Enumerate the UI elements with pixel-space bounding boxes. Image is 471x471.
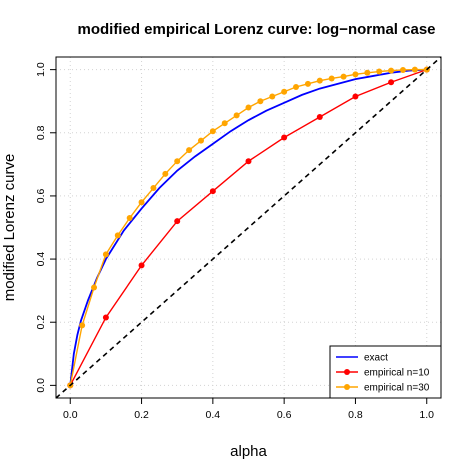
- empirical-n-30-point: [257, 98, 264, 105]
- empirical-n-10-point: [138, 262, 145, 269]
- y-tick-label: 0.6: [35, 188, 47, 203]
- empirical-n-30-point: [293, 83, 300, 90]
- x-tick-label: 0.4: [206, 409, 221, 421]
- empirical-n-30-point: [281, 88, 288, 95]
- legend-marker-empirical-n-30: [344, 384, 350, 390]
- x-tick-label: 0.2: [134, 409, 149, 421]
- empirical-n-30-point: [126, 215, 133, 222]
- y-tick-label: 0.2: [35, 315, 47, 330]
- empirical-n-30-point: [150, 185, 157, 192]
- empirical-n-30-point: [79, 322, 86, 329]
- y-tick-label: 1.0: [35, 62, 47, 77]
- empirical-n-30-point: [233, 112, 240, 119]
- empirical-n-30-point: [91, 284, 98, 291]
- reference-diagonal-line: [55, 56, 442, 399]
- x-tick-label: 1.0: [419, 409, 434, 421]
- chart-title: modified empirical Lorenz curve: log−nor…: [77, 21, 435, 38]
- empirical-n-30-point: [162, 170, 169, 177]
- x-tick-label: 0.8: [348, 409, 363, 421]
- empirical-n-10-point: [245, 158, 252, 165]
- y-axis: 0.0 0.2 0.4 0.6 0.8 1.0: [35, 62, 56, 393]
- y-axis-label: modified Lorenz curve: [1, 154, 18, 302]
- exact-line: [69, 68, 427, 386]
- legend-label-exact: exact: [364, 353, 388, 364]
- empirical-n-30-point: [114, 232, 121, 239]
- empirical-n-30-point: [186, 147, 193, 154]
- legend-label-empirical-n-30: empirical n=30: [364, 383, 430, 394]
- x-tick-label: 0.0: [63, 409, 78, 421]
- empirical-n-10-point: [281, 134, 288, 141]
- empirical-n-30-point: [316, 77, 323, 84]
- empirical-n-30-point: [376, 68, 383, 75]
- legend: exact empirical n=10 empirical n=30: [329, 345, 442, 399]
- empirical-n-30-point: [328, 75, 335, 82]
- empirical-n-30-point: [304, 80, 311, 87]
- y-tick-label: 0.0: [35, 378, 47, 393]
- x-tick-label: 0.6: [277, 409, 292, 421]
- empirical-n-10-point: [352, 93, 359, 100]
- empirical-n-30-point: [352, 71, 359, 78]
- legend-marker-empirical-n-10: [344, 369, 350, 375]
- empirical-n-10-point: [209, 188, 216, 195]
- empirical-n-30-point: [340, 73, 347, 80]
- legend-label-empirical-n-10: empirical n=10: [364, 368, 430, 379]
- empirical-n-30-point: [364, 69, 371, 76]
- empirical-n-30-point: [221, 120, 228, 127]
- empirical-n-10-point: [388, 79, 395, 86]
- empirical-n-30-point: [209, 128, 216, 135]
- x-axis: 0.0 0.2 0.4 0.6 0.8 1.0: [63, 398, 434, 421]
- empirical-n-30-point: [388, 67, 395, 74]
- empirical-n-30-point: [102, 251, 109, 258]
- y-tick-label: 0.8: [35, 125, 47, 140]
- x-axis-label: alpha: [230, 443, 267, 460]
- empirical-n-10-point: [316, 113, 323, 120]
- empirical-n-30-point: [245, 104, 252, 111]
- empirical-n-10-point: [174, 218, 181, 225]
- empirical-n-30-point: [399, 66, 406, 73]
- empirical-n-30-point: [138, 199, 145, 206]
- empirical-n-30-point: [174, 158, 181, 165]
- empirical-n-30-point: [411, 66, 418, 73]
- empirical-n-10-point: [102, 314, 109, 321]
- grid-lines: [56, 57, 441, 398]
- y-tick-label: 0.4: [35, 252, 47, 267]
- empirical-n-30-point: [269, 93, 276, 100]
- empirical-n-30-point: [197, 137, 204, 144]
- series-layer: [55, 56, 442, 399]
- plot-frame: [55, 56, 442, 399]
